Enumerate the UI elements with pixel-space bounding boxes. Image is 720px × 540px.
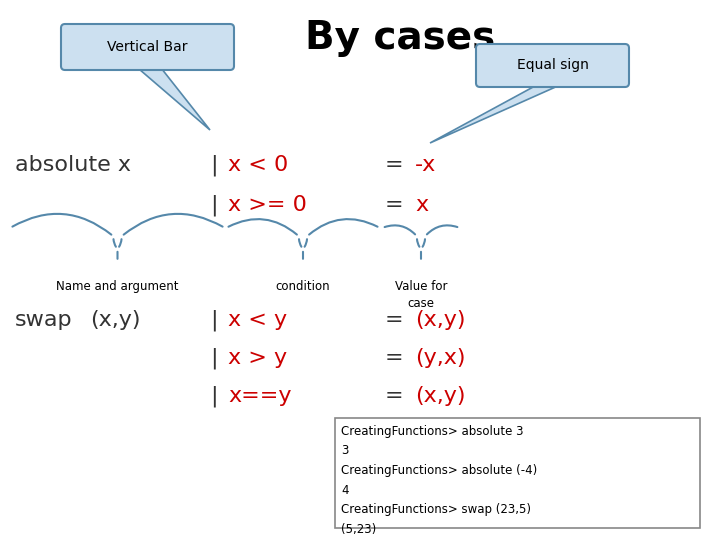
Polygon shape xyxy=(135,66,210,130)
Text: =: = xyxy=(385,195,404,215)
Text: =: = xyxy=(385,155,404,175)
FancyBboxPatch shape xyxy=(335,418,700,528)
Text: Name and argument: Name and argument xyxy=(55,280,179,293)
Text: |: | xyxy=(210,194,217,216)
Text: condition: condition xyxy=(276,280,330,293)
FancyBboxPatch shape xyxy=(476,44,629,87)
Text: =: = xyxy=(385,310,404,330)
Text: Vertical Bar: Vertical Bar xyxy=(107,40,188,54)
Text: (y,x): (y,x) xyxy=(415,348,466,368)
Text: (x,y): (x,y) xyxy=(90,310,140,330)
Text: (x,y): (x,y) xyxy=(415,310,466,330)
Text: x: x xyxy=(415,195,428,215)
Text: x >= 0: x >= 0 xyxy=(228,195,307,215)
Text: |: | xyxy=(210,309,217,330)
Text: By cases: By cases xyxy=(305,19,495,57)
Text: |: | xyxy=(210,347,217,369)
Text: x > y: x > y xyxy=(228,348,287,368)
Text: |: | xyxy=(210,154,217,176)
Text: Equal sign: Equal sign xyxy=(516,58,588,72)
Text: absolute x: absolute x xyxy=(15,155,131,175)
Text: =: = xyxy=(385,386,404,406)
Text: |: | xyxy=(210,385,217,407)
Text: swap: swap xyxy=(15,310,73,330)
FancyBboxPatch shape xyxy=(61,24,234,70)
Text: x < y: x < y xyxy=(228,310,287,330)
Text: -x: -x xyxy=(415,155,436,175)
Text: (x,y): (x,y) xyxy=(415,386,466,406)
Text: Value for
case: Value for case xyxy=(395,280,447,310)
Polygon shape xyxy=(430,83,564,143)
Text: CreatingFunctions> absolute 3
3
CreatingFunctions> absolute (-4)
4
CreatingFunct: CreatingFunctions> absolute 3 3 Creating… xyxy=(341,425,537,536)
Text: =: = xyxy=(385,348,404,368)
Text: x==y: x==y xyxy=(228,386,292,406)
Text: x < 0: x < 0 xyxy=(228,155,288,175)
